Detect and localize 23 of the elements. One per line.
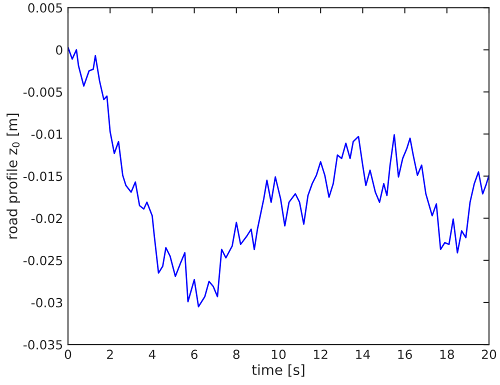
x-tick-label: 2 bbox=[107, 350, 113, 359]
line-series bbox=[68, 46, 489, 308]
y-axis-title: road profile z$_{0}$ [m] bbox=[6, 114, 20, 239]
x-tick-label: 12 bbox=[314, 350, 328, 359]
x-tick-label: 4 bbox=[148, 350, 156, 359]
x-axis-title: time [s] bbox=[252, 364, 304, 377]
y-tick-label: -0.03 bbox=[31, 298, 62, 308]
y-tick-label: 0.005 bbox=[28, 3, 62, 13]
x-tick-label: 8 bbox=[233, 350, 240, 360]
x-tick-label: 14 bbox=[356, 350, 370, 359]
y-tick-label: -0.015 bbox=[23, 172, 62, 182]
x-tick-label: 20 bbox=[482, 350, 496, 360]
y-tick-label: -0.035 bbox=[23, 340, 62, 350]
x-tick-label: 16 bbox=[398, 350, 412, 360]
y-tick-label: -0.02 bbox=[31, 214, 62, 224]
x-tick-label: 0 bbox=[64, 350, 72, 360]
x-tick-label: 18 bbox=[440, 350, 454, 360]
y-tick-label: -0.005 bbox=[23, 87, 62, 97]
y-tick-label: 0 bbox=[56, 45, 62, 55]
x-tick-label: 10 bbox=[272, 350, 286, 360]
x-tick-label: 6 bbox=[191, 350, 198, 360]
y-tick-label: -0.01 bbox=[31, 130, 62, 139]
y-tick-label: -0.025 bbox=[23, 256, 62, 266]
